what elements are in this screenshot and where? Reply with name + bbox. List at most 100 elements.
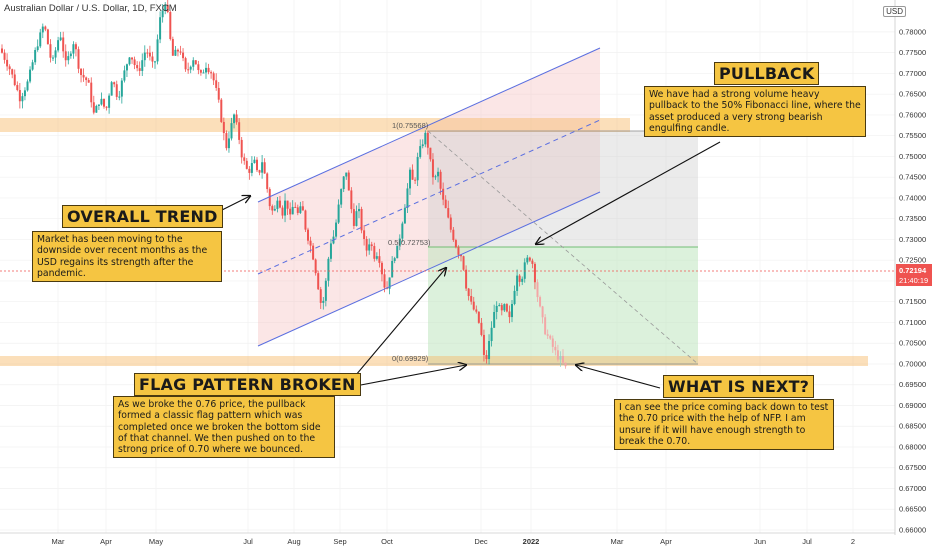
candle-body <box>189 66 192 70</box>
time-tick-label: 2022 <box>523 537 540 546</box>
fib-diagonal <box>427 130 699 365</box>
candle-body <box>437 171 440 177</box>
candle-body <box>171 39 174 56</box>
last-price-value: 0.72194 <box>899 266 927 275</box>
candle-body <box>398 238 401 246</box>
time-axis[interactable]: Mar Apr May Jul Aug Sep Oct Dec 2022 Mar Apr Jun Jul… <box>0 532 895 546</box>
candle-body <box>67 56 70 61</box>
candle-body <box>29 69 32 82</box>
candle-body <box>480 322 483 335</box>
candle-body <box>74 44 77 50</box>
candle-body <box>238 122 241 140</box>
candle-body <box>380 262 383 275</box>
time-tick-label: Dec <box>474 537 488 546</box>
arrow-pullback <box>536 141 721 244</box>
candle-body <box>373 246 376 259</box>
candle-body <box>179 51 182 53</box>
candle-body <box>406 188 409 208</box>
candle-body <box>370 244 373 247</box>
candle-body <box>426 132 429 148</box>
candle-body <box>18 90 21 102</box>
candle-body <box>516 275 519 291</box>
chart-title: Australian Dollar / U.S. Dollar, 1D, FXC… <box>4 3 177 14</box>
price-tick-label: 0.66500 <box>899 505 926 514</box>
candle-body <box>431 159 434 178</box>
candle-body <box>72 44 75 54</box>
candle-body <box>365 239 368 251</box>
overall-trend-heading: OVERALL TREND <box>62 205 223 228</box>
annotation-arrows <box>217 141 721 389</box>
price-tick-label: 0.68000 <box>899 442 926 451</box>
price-tick-label: 0.76500 <box>899 90 926 99</box>
candle-body <box>36 46 39 50</box>
candle-body <box>103 98 105 107</box>
candle-body <box>97 104 100 106</box>
candle-body <box>562 356 564 363</box>
price-tick-label: 0.71000 <box>899 318 926 327</box>
candle-body <box>414 179 417 181</box>
candle-body <box>528 257 531 261</box>
candle-body <box>495 305 498 312</box>
candle-body <box>375 256 378 259</box>
target-zone <box>428 247 698 365</box>
candle-body <box>434 176 437 178</box>
candle-body <box>77 49 80 69</box>
candle-body <box>488 341 491 360</box>
candle-body <box>220 99 223 122</box>
candle-body <box>319 289 322 303</box>
candle-body <box>439 171 442 189</box>
candle-body <box>108 95 111 108</box>
candle-body <box>105 106 108 108</box>
candle-body <box>23 90 26 97</box>
pullback-note: We have had a strong volume heavy pullba… <box>644 86 866 138</box>
trading-zones <box>0 48 868 366</box>
fib-label-mid: 0.5(0.72753) <box>388 238 431 247</box>
candle-body <box>317 273 320 290</box>
candle-body <box>82 74 85 78</box>
time-tick-label: Apr <box>100 537 112 546</box>
time-tick-label: May <box>149 537 163 546</box>
candle-body <box>154 61 156 63</box>
candle-body <box>21 96 24 102</box>
candle-body <box>87 80 90 83</box>
price-tick-label: 0.70500 <box>899 339 926 348</box>
candle-body <box>470 296 473 302</box>
candle-body <box>207 67 210 73</box>
candle-body <box>161 10 164 18</box>
price-tick-label: 0.66000 <box>899 526 926 535</box>
candle-body <box>64 51 67 61</box>
candle-body <box>227 138 230 149</box>
candle-body <box>182 52 185 59</box>
candle-body <box>409 169 411 189</box>
candle-body <box>110 82 113 96</box>
candle-body <box>281 207 284 216</box>
resistance-band <box>0 118 630 132</box>
currency-badge[interactable]: USD <box>883 6 906 17</box>
candle-body <box>544 317 547 335</box>
pullback-heading: PULLBACK <box>714 62 820 85</box>
candle-body <box>57 40 60 51</box>
arrow-flag-break <box>344 268 446 389</box>
candle-body <box>493 311 496 328</box>
candle-body <box>49 44 52 58</box>
candle-body <box>352 209 355 226</box>
candle-body <box>235 114 238 123</box>
price-tick-label: 0.74500 <box>899 173 926 182</box>
candle-body <box>212 73 215 81</box>
candle-body <box>187 69 190 71</box>
candle-body <box>360 208 363 231</box>
candle-body <box>511 303 513 318</box>
candle-body <box>41 26 44 33</box>
candle-body <box>143 52 146 61</box>
candle-body <box>253 159 256 164</box>
candle-body <box>6 59 9 67</box>
candle-body <box>271 206 274 211</box>
candle-body <box>296 207 299 213</box>
support-band <box>0 356 868 366</box>
candle-body <box>391 260 394 278</box>
candle-body <box>490 327 493 342</box>
candle-body <box>141 60 144 71</box>
candle-body <box>294 206 297 208</box>
price-tick-label: 0.71500 <box>899 297 926 306</box>
